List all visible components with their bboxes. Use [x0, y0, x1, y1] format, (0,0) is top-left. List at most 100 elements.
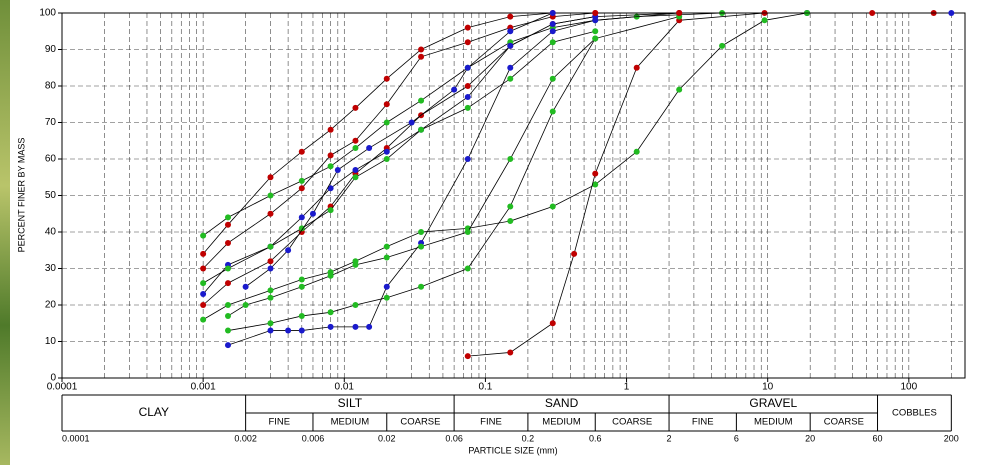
data-point — [418, 53, 425, 60]
subgroup-label: FINE — [480, 417, 502, 428]
data-point — [200, 280, 207, 287]
data-point — [224, 327, 231, 334]
data-point — [464, 93, 471, 100]
data-point — [507, 218, 514, 225]
data-point — [418, 229, 425, 235]
data-point — [418, 97, 425, 104]
data-point — [298, 276, 305, 283]
data-point — [298, 225, 305, 232]
y-tick-label: 100 — [39, 8, 56, 19]
y-tick-label: 0 — [50, 373, 56, 384]
data-point — [592, 35, 599, 42]
y-tick-label: 60 — [45, 154, 57, 165]
data-point — [549, 20, 556, 27]
data-point — [549, 39, 556, 46]
data-point — [549, 108, 556, 115]
data-point — [366, 323, 373, 330]
series-line — [227, 38, 596, 317]
boundary-label: 0.6 — [589, 433, 602, 443]
data-point — [507, 349, 514, 356]
x-tick-label: 1 — [624, 382, 630, 393]
group-label: CLAY — [139, 405, 169, 419]
data-point — [224, 312, 231, 319]
boundary-label: 200 — [944, 433, 959, 443]
subgroup-label: MEDIUM — [542, 417, 581, 428]
data-point — [327, 163, 334, 170]
data-point — [267, 192, 274, 199]
data-point — [507, 13, 514, 20]
y-tick-label: 40 — [45, 227, 57, 238]
data-point — [464, 64, 471, 71]
data-point — [327, 309, 334, 316]
data-point — [242, 283, 249, 290]
data-point — [507, 75, 514, 82]
data-point — [352, 137, 359, 144]
boundary-label: 0.2 — [522, 433, 535, 443]
data-point — [507, 64, 514, 71]
y-tick-label: 80 — [45, 81, 57, 92]
data-point — [549, 75, 556, 82]
data-point — [267, 174, 274, 181]
series-line — [202, 30, 596, 284]
data-point — [352, 104, 359, 111]
group-label: GRAVEL — [749, 396, 797, 410]
data-point — [352, 261, 359, 268]
subgroup-label: FINE — [692, 417, 714, 428]
data-point — [592, 181, 599, 188]
data-point — [464, 39, 471, 46]
data-point — [352, 174, 359, 181]
data-point — [507, 28, 514, 35]
boundary-label: 0.0001 — [62, 433, 90, 443]
data-point — [285, 327, 292, 334]
data-point — [298, 214, 305, 221]
data-point — [267, 243, 274, 250]
series-line — [202, 12, 873, 269]
data-point — [224, 302, 231, 308]
data-point — [327, 126, 334, 133]
data-point — [352, 166, 359, 173]
data-point — [224, 221, 231, 228]
x-tick-label: 10 — [762, 382, 774, 393]
data-point — [383, 254, 390, 261]
subgroup-label: MEDIUM — [331, 417, 370, 428]
group-label: SILT — [338, 396, 363, 410]
data-point — [676, 10, 683, 16]
y-axis-label: PERCENT FINER BY MASS — [16, 138, 26, 253]
data-point — [383, 75, 390, 82]
data-point — [549, 28, 556, 35]
data-point — [383, 119, 390, 126]
group-label: SAND — [545, 396, 579, 410]
boundary-label: 20 — [805, 433, 815, 443]
data-point — [418, 283, 425, 290]
data-point — [464, 104, 471, 111]
data-point — [298, 283, 305, 290]
data-point — [869, 10, 876, 16]
data-point — [298, 185, 305, 192]
data-point — [464, 156, 471, 162]
data-point — [464, 83, 471, 89]
data-point — [224, 342, 231, 349]
data-point — [719, 42, 726, 49]
subgroup-label: COARSE — [824, 417, 864, 428]
data-point — [298, 177, 305, 184]
boundary-label: 0.006 — [302, 433, 325, 443]
data-point — [298, 148, 305, 155]
y-tick-label: 30 — [45, 263, 57, 274]
group-label: COBBLES — [892, 408, 937, 419]
data-point — [633, 148, 640, 155]
data-point — [200, 291, 207, 298]
series-line — [227, 16, 680, 331]
data-point — [267, 258, 274, 265]
data-point — [633, 64, 640, 71]
subgroup-label: FINE — [268, 417, 290, 428]
data-point — [200, 250, 207, 257]
data-point — [383, 294, 390, 301]
subgroup-label: MEDIUM — [754, 417, 793, 428]
data-point — [761, 17, 768, 24]
data-point — [200, 302, 207, 308]
series-line — [467, 12, 765, 357]
data-point — [507, 156, 514, 162]
boundary-label: 0.002 — [234, 433, 257, 443]
data-point — [327, 207, 334, 214]
